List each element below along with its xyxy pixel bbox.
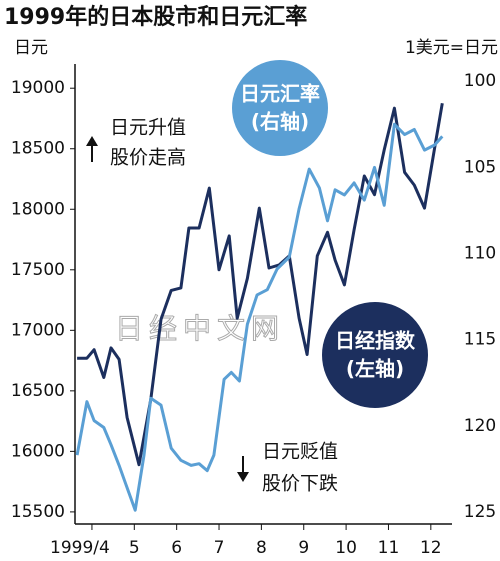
legend-bubble [322, 302, 428, 408]
y2-axis-label: 1美元=日元 [405, 38, 498, 58]
y-tick-label: 15500 [11, 502, 65, 522]
y2-tick-label: 125 [464, 502, 496, 522]
legend-bubble [232, 60, 328, 156]
y-tick-label: 18500 [11, 139, 65, 159]
series-line [77, 103, 444, 467]
x-tick-label: 6 [171, 538, 182, 558]
x-tick-label: 11 [378, 538, 400, 558]
y-tick-label: 19000 [11, 78, 65, 98]
y2-tick-label: 105 [464, 157, 496, 177]
legend-label: 日元汇率 [240, 82, 320, 106]
y-tick-label: 16500 [11, 381, 65, 401]
up-arrow [86, 136, 98, 162]
x-tick-label: 10 [335, 538, 357, 558]
annotation: 日元贬值 [262, 441, 338, 463]
watermark: 日经中文网 [115, 312, 285, 345]
legend-axis-note: (左轴) [346, 357, 404, 381]
x-tick-label: 9 [298, 538, 309, 558]
y-tick-label: 18000 [11, 199, 65, 219]
x-tick-label: 1999/4 [50, 538, 110, 558]
y2-tick-label: 120 [464, 416, 496, 436]
legend-axis-note: (右轴) [251, 110, 309, 134]
legend-label: 日经指数 [335, 329, 416, 353]
annotation: 日元升值 [110, 117, 186, 139]
y-tick-label: 17500 [11, 260, 65, 280]
x-tick-label: 12 [420, 538, 442, 558]
chart-title: 1999年的日本股市和日元汇率 [4, 4, 307, 30]
down-arrow [237, 456, 249, 482]
y2-tick-label: 110 [464, 244, 496, 264]
y-tick-label: 16000 [11, 441, 65, 461]
annotation: 股价走高 [110, 147, 186, 169]
y-tick-label: 17000 [11, 320, 65, 340]
x-tick-label: 8 [256, 538, 267, 558]
y-axis-label: 日元 [14, 38, 48, 58]
annotation: 股价下跌 [262, 473, 338, 495]
x-tick-label: 7 [214, 538, 225, 558]
y2-tick-label: 115 [464, 330, 496, 350]
series-line [75, 122, 444, 512]
x-tick-label: 5 [129, 538, 140, 558]
y2-tick-label: 100 [464, 71, 496, 91]
